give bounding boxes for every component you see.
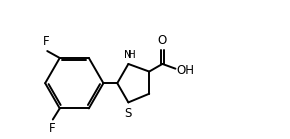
Text: N: N bbox=[124, 50, 132, 60]
Text: F: F bbox=[43, 35, 49, 48]
Text: H: H bbox=[128, 50, 135, 60]
Text: F: F bbox=[48, 122, 55, 135]
Text: O: O bbox=[158, 34, 167, 47]
Text: S: S bbox=[125, 107, 132, 120]
Text: OH: OH bbox=[177, 64, 195, 77]
